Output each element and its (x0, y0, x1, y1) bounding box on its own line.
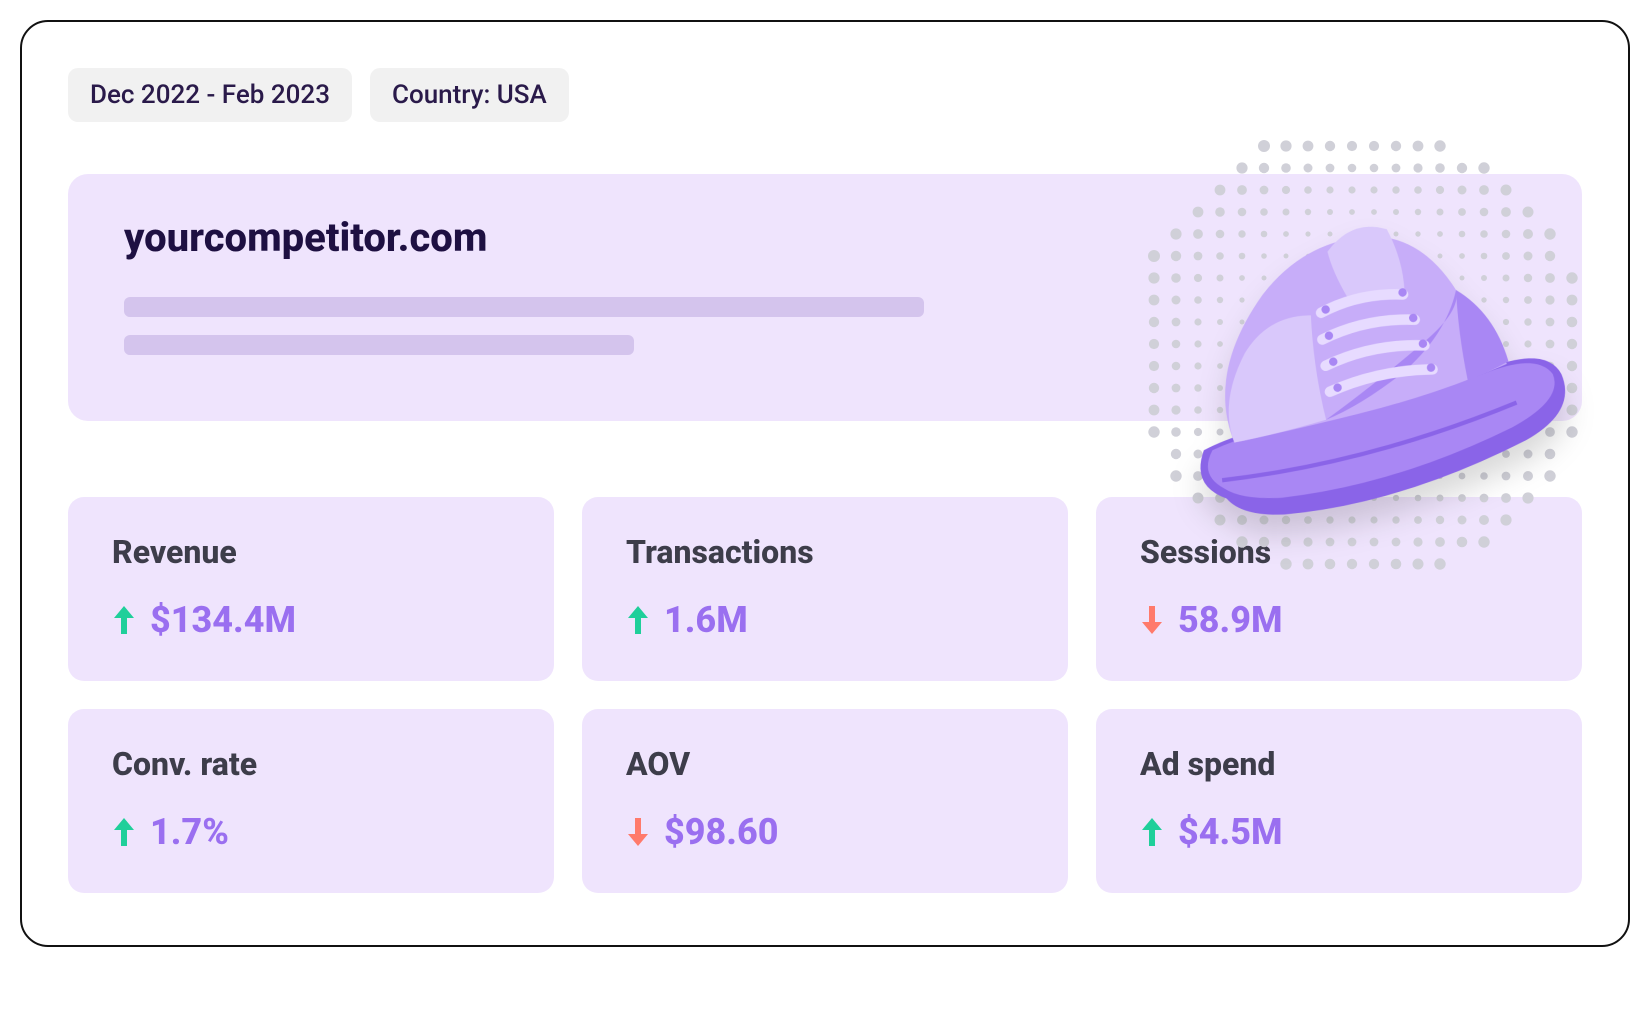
metric-label: Revenue (112, 533, 510, 571)
metric-value-row: 1.6M (626, 599, 1024, 641)
metric-card-transactions[interactable]: Transactions 1.6M (582, 497, 1068, 681)
dashboard-panel: Dec 2022 - Feb 2023 Country: USA yourcom… (20, 20, 1630, 947)
metric-label: Conv. rate (112, 745, 510, 783)
metric-value-row: $98.60 (626, 811, 1024, 853)
metric-label: Transactions (626, 533, 1024, 571)
metric-value: $98.60 (664, 811, 778, 853)
arrow-down-icon (626, 816, 650, 848)
skeleton-line (124, 335, 634, 355)
arrow-up-icon (1140, 816, 1164, 848)
arrow-up-icon (112, 604, 136, 636)
metric-value: $134.4M (150, 599, 296, 641)
metric-card-sessions[interactable]: Sessions 58.9M (1096, 497, 1582, 681)
arrow-down-icon (1140, 604, 1164, 636)
date-range-filter[interactable]: Dec 2022 - Feb 2023 (68, 68, 352, 122)
date-range-label: Dec 2022 - Feb 2023 (90, 80, 330, 110)
metric-value: 1.7% (150, 811, 229, 853)
metric-value-row: $4.5M (1140, 811, 1538, 853)
metric-value-row: 1.7% (112, 811, 510, 853)
metric-value: 58.9M (1178, 599, 1282, 641)
metric-value-row: 58.9M (1140, 599, 1538, 641)
arrow-up-icon (626, 604, 650, 636)
metric-card-conv_rate[interactable]: Conv. rate 1.7% (68, 709, 554, 893)
metric-value: $4.5M (1178, 811, 1282, 853)
skeleton-line (124, 297, 924, 317)
country-filter[interactable]: Country: USA (370, 68, 569, 122)
metric-label: AOV (626, 745, 1024, 783)
country-label: Country: USA (392, 80, 547, 110)
metric-card-ad_spend[interactable]: Ad spend $4.5M (1096, 709, 1582, 893)
arrow-up-icon (112, 816, 136, 848)
metric-card-aov[interactable]: AOV $98.60 (582, 709, 1068, 893)
metric-card-revenue[interactable]: Revenue $134.4M (68, 497, 554, 681)
metric-value-row: $134.4M (112, 599, 510, 641)
metric-label: Sessions (1140, 533, 1538, 571)
competitor-hero-card: yourcompetitor.com (68, 174, 1582, 421)
metric-label: Ad spend (1140, 745, 1538, 783)
metric-value: 1.6M (664, 599, 748, 641)
sneaker-image (1135, 87, 1569, 521)
metrics-grid: Revenue $134.4M Transactions 1.6M Sessions 58… (68, 497, 1582, 893)
